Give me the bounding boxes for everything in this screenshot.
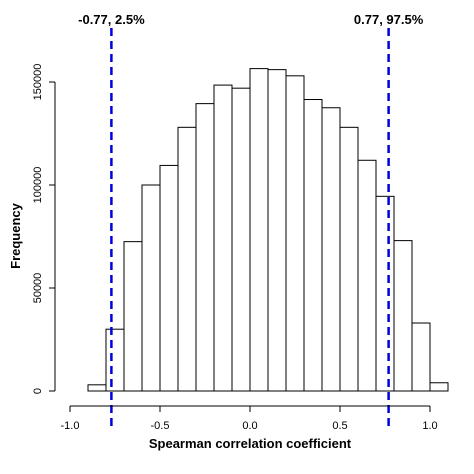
histogram-bar-19 bbox=[429, 382, 449, 392]
histogram-bar-11 bbox=[285, 75, 305, 392]
histogram-bar-1 bbox=[105, 328, 125, 392]
histogram-bar-8 bbox=[231, 87, 251, 392]
histogram-bar-2 bbox=[123, 241, 143, 392]
histogram-bar-9 bbox=[249, 68, 269, 392]
x-axis-title: Spearman correlation coefficient bbox=[149, 436, 352, 451]
histogram-bar-10 bbox=[267, 69, 287, 392]
reference-lines: -0.77, 2.5% 0.77, 97.5% bbox=[78, 12, 424, 428]
y-tick-label-2: 100000 bbox=[32, 167, 44, 204]
x-tick-label-4: 1.0 bbox=[422, 420, 437, 432]
x-axis: -1.0 -0.5 0.0 0.5 1.0 bbox=[61, 405, 438, 432]
histogram-bar-18 bbox=[411, 322, 431, 392]
x-tick-label-2: 0.0 bbox=[242, 420, 257, 432]
reference-label-1: 0.77, 97.5% bbox=[354, 12, 424, 27]
histogram-bar-7 bbox=[213, 84, 233, 392]
histogram-bar-12 bbox=[303, 99, 323, 392]
histogram-bar-0 bbox=[87, 384, 107, 392]
histogram-bar-15 bbox=[357, 159, 377, 392]
x-tick-label-1: -0.5 bbox=[151, 420, 170, 432]
histogram-bar-5 bbox=[177, 126, 197, 392]
histogram-bar-16 bbox=[375, 195, 395, 392]
y-tick-label-0: 0 bbox=[32, 388, 44, 394]
histogram-bar-3 bbox=[141, 184, 161, 392]
y-tick-label-3: 150000 bbox=[32, 64, 44, 101]
y-axis: 0 50000 100000 150000 bbox=[32, 64, 56, 394]
histogram-bar-17 bbox=[393, 240, 413, 392]
x-tick-label-0: -1.0 bbox=[61, 420, 80, 432]
histogram-bar-14 bbox=[339, 126, 359, 392]
x-tick-label-3: 0.5 bbox=[332, 420, 347, 432]
y-tick-label-1: 50000 bbox=[32, 273, 44, 304]
reference-label-0: -0.77, 2.5% bbox=[78, 12, 145, 27]
histogram-bar-13 bbox=[321, 107, 341, 392]
histogram-bar-4 bbox=[159, 164, 179, 392]
histogram-bars bbox=[87, 68, 449, 392]
histogram-bar-6 bbox=[195, 103, 215, 392]
y-axis-title: Frequency bbox=[8, 202, 23, 269]
